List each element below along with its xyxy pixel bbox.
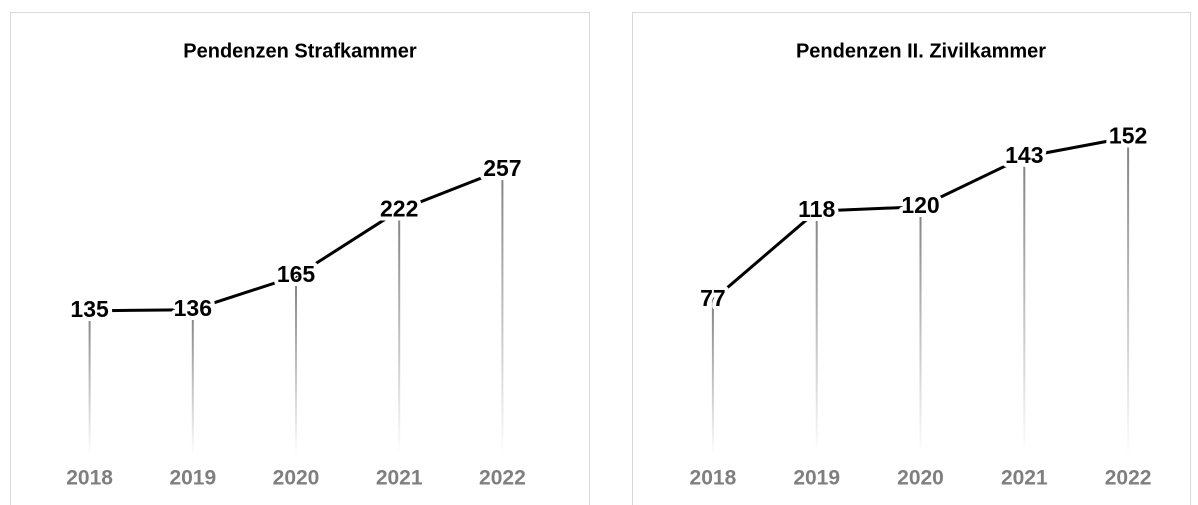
panel-border bbox=[10, 12, 590, 505]
x-tick-label: 2020 bbox=[273, 467, 320, 490]
drop-line bbox=[88, 310, 91, 455]
panel-border bbox=[632, 12, 1191, 505]
drop-line bbox=[711, 300, 714, 455]
drop-line bbox=[1127, 137, 1130, 455]
data-label: 136 bbox=[174, 295, 212, 321]
data-label: 135 bbox=[70, 296, 109, 322]
x-tick-label: 2020 bbox=[897, 467, 944, 490]
line bbox=[711, 135, 1129, 302]
data-label: 143 bbox=[1005, 142, 1043, 168]
x-tick-label: 2022 bbox=[479, 467, 526, 490]
drop-line bbox=[295, 276, 297, 455]
drop-line bbox=[191, 309, 194, 455]
data-label: 118 bbox=[798, 196, 835, 222]
data-label: 222 bbox=[380, 195, 418, 221]
line bbox=[89, 168, 503, 313]
x-tick-label: 2019 bbox=[793, 467, 840, 490]
chart-title: Pendenzen Strafkammer bbox=[183, 40, 417, 62]
data-label: 152 bbox=[1109, 122, 1147, 148]
data-label: 257 bbox=[483, 155, 521, 181]
x-tick-label: 2021 bbox=[376, 467, 423, 490]
data-label: 120 bbox=[901, 192, 939, 218]
x-tick-label: 2022 bbox=[1105, 467, 1152, 490]
drop-line bbox=[1023, 156, 1026, 455]
x-tick-label: 2019 bbox=[169, 467, 216, 490]
x-tick-label: 2018 bbox=[690, 467, 737, 490]
drop-line bbox=[919, 206, 922, 455]
drop-line bbox=[815, 211, 818, 455]
data-label: 165 bbox=[277, 261, 316, 287]
data-label: 77 bbox=[700, 285, 726, 311]
drop-line bbox=[501, 169, 504, 455]
x-tick-label: 2021 bbox=[1001, 467, 1048, 490]
x-tick-label: 2018 bbox=[66, 467, 113, 490]
chart-title: Pendenzen II. Zivilkammer bbox=[796, 40, 1046, 62]
drop-line bbox=[398, 210, 401, 455]
